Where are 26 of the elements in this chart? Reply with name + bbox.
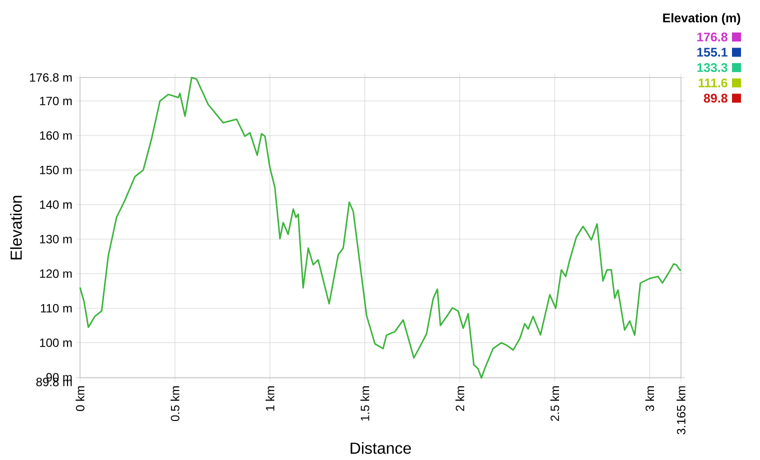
y-tick-label: 140 m — [40, 200, 72, 209]
x-tick-label: 0 km — [76, 386, 84, 412]
y-axis-title: Elevation — [10, 196, 22, 260]
x-tick-label: 2.5 km — [550, 386, 560, 421]
text: 111.6 — [698, 78, 728, 88]
y-tick-label: 100 m — [40, 338, 72, 348]
y-tick-label: 120 m — [40, 269, 72, 278]
y-tick-label: 150 m — [40, 166, 72, 174]
x-axis-title: Distance — [350, 442, 411, 454]
x-tick-label: 0.5 km — [170, 386, 180, 422]
y-tick-label: 160 m — [40, 131, 72, 140]
y-tick-label: 110 m — [40, 304, 72, 312]
y-tick-label: 170 m — [40, 96, 72, 106]
line-series — [79, 76, 682, 379]
x-tick-label: 1.5 km — [360, 386, 370, 421]
x-tick-label: 1 km — [266, 386, 274, 411]
text: 89.8 — [704, 94, 728, 103]
text: Elevation (m) — [663, 13, 740, 25]
text: 133.3 — [697, 63, 728, 72]
text: 155.1 — [697, 48, 728, 57]
y-tick-label: 176.8 m — [30, 73, 72, 82]
x-tick-label: 3 km — [645, 386, 654, 412]
x-tick-label: 3.165 km — [676, 386, 686, 434]
text: 176.8 — [697, 32, 728, 42]
x-tick-label: 2 km — [455, 386, 464, 411]
y-tick-label: 130 m — [40, 234, 72, 244]
